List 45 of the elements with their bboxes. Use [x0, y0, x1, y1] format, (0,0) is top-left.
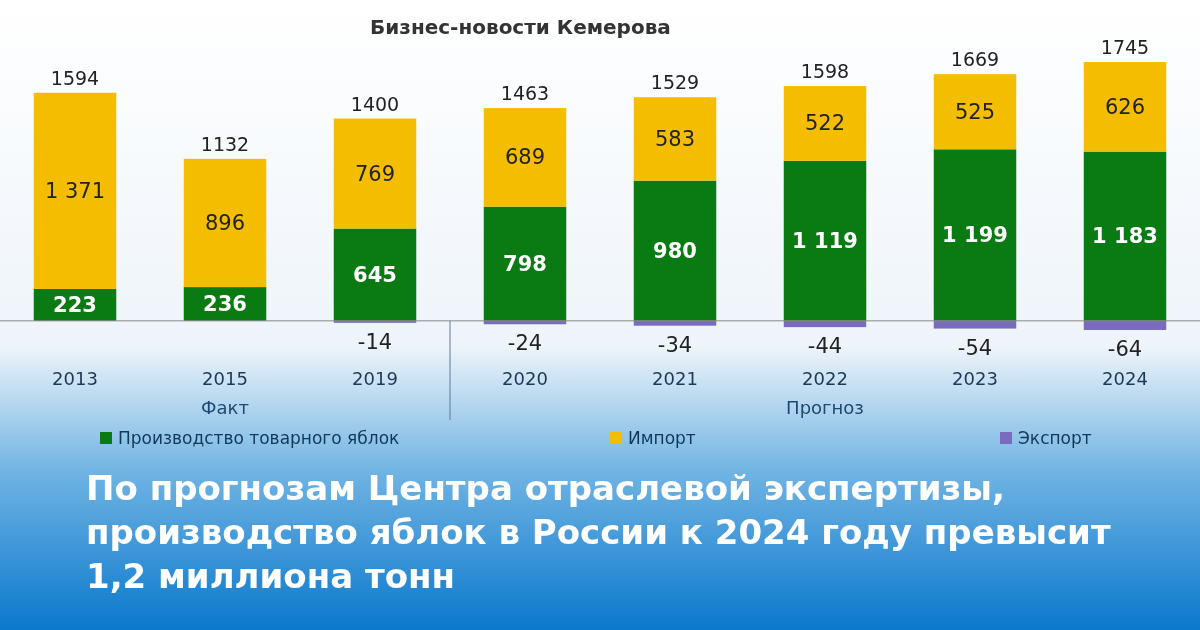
x-tick-label: 2023 — [952, 368, 998, 389]
data-label: 798 — [503, 251, 547, 276]
chart-subtitle: Бизнес-новости Кемерова — [370, 15, 671, 39]
x-tick-label: 2024 — [1102, 368, 1148, 389]
x-tick-label: 2022 — [802, 368, 848, 389]
data-label: -64 — [1107, 337, 1143, 361]
text: Факт — [201, 397, 249, 418]
data-label: 1 183 — [1092, 224, 1158, 249]
data-label: -44 — [807, 334, 843, 359]
data-label: 689 — [504, 145, 546, 170]
x-tick-label: 2013 — [52, 368, 98, 389]
data-label: 980 — [653, 238, 697, 263]
legend-label: Импорт — [628, 428, 696, 448]
data-label: 522 — [804, 111, 846, 136]
total-label: 1400 — [350, 92, 400, 115]
data-label: 525 — [954, 99, 996, 124]
data-label: -24 — [507, 331, 543, 356]
text: По прогнозам Центра отраслевой экспертизы, производство яблок в России к 2024 году превысит 1,2 миллиона тонн — [86, 468, 1111, 596]
data-label: 583 — [654, 126, 696, 151]
data-label: -34 — [657, 332, 693, 357]
x-tick-label: 2021 — [652, 368, 698, 389]
total-label: 1132 — [200, 132, 250, 155]
data-label: 645 — [353, 262, 397, 287]
data-label: 1 371 — [44, 178, 106, 203]
x-tick-label: 2020 — [502, 368, 548, 389]
data-label: 896 — [204, 210, 246, 235]
data-label: 236 — [203, 291, 247, 316]
total-label: 1598 — [800, 60, 850, 83]
x-tick-label: 2015 — [202, 368, 248, 389]
data-label: 1 119 — [792, 228, 858, 253]
data-label: 626 — [1104, 94, 1146, 119]
data-label: -14 — [357, 329, 393, 354]
data-label: -54 — [957, 335, 993, 360]
data-label: 1 199 — [942, 223, 1008, 248]
data-label: 223 — [53, 292, 97, 317]
text: Прогноз — [786, 397, 864, 418]
legend-label: Экспорт — [1018, 428, 1092, 448]
x-tick-label: 2019 — [352, 368, 398, 389]
total-label: 1529 — [650, 71, 700, 94]
data-label: 769 — [354, 161, 396, 186]
total-label: 1745 — [1100, 36, 1150, 58]
total-label: 1669 — [950, 48, 1000, 71]
total-label: 1463 — [500, 82, 550, 105]
total-label: 1594 — [50, 66, 100, 89]
legend-label: Производство товарного яблок — [118, 428, 400, 448]
